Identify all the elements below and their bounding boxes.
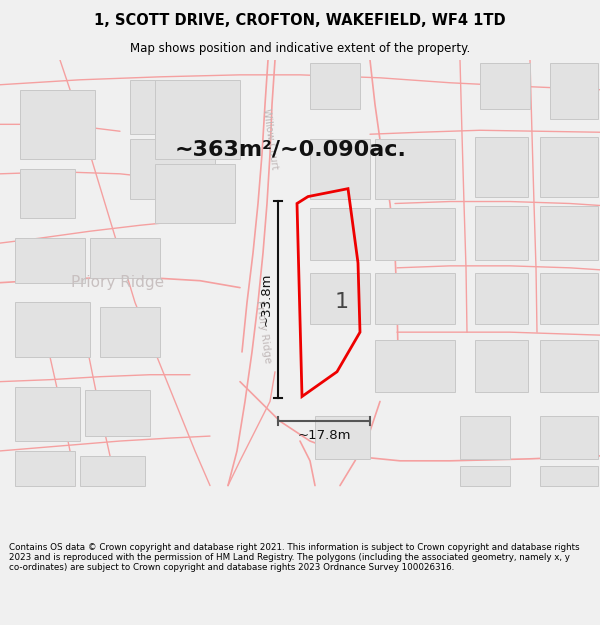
Polygon shape xyxy=(540,466,598,486)
Text: Willow Court: Willow Court xyxy=(261,108,279,170)
Polygon shape xyxy=(80,456,145,486)
Polygon shape xyxy=(85,389,150,436)
Polygon shape xyxy=(20,169,75,218)
Polygon shape xyxy=(375,340,455,391)
Text: Priory Ridge: Priory Ridge xyxy=(254,300,272,364)
Polygon shape xyxy=(480,63,530,109)
Polygon shape xyxy=(310,139,370,199)
Text: ~33.8m: ~33.8m xyxy=(260,272,272,326)
Polygon shape xyxy=(155,164,235,223)
Polygon shape xyxy=(15,302,90,357)
Polygon shape xyxy=(475,138,528,197)
Polygon shape xyxy=(540,340,598,391)
Text: 1: 1 xyxy=(335,292,349,312)
Polygon shape xyxy=(540,416,598,459)
Polygon shape xyxy=(130,80,215,134)
Polygon shape xyxy=(540,206,598,260)
Polygon shape xyxy=(20,90,95,159)
Polygon shape xyxy=(100,308,160,357)
Text: Map shows position and indicative extent of the property.: Map shows position and indicative extent… xyxy=(130,42,470,55)
Polygon shape xyxy=(475,272,528,324)
Polygon shape xyxy=(540,272,598,324)
Text: ~363m²/~0.090ac.: ~363m²/~0.090ac. xyxy=(175,139,407,159)
Polygon shape xyxy=(310,209,370,260)
Polygon shape xyxy=(15,451,75,486)
Polygon shape xyxy=(315,416,370,459)
Polygon shape xyxy=(15,387,80,441)
Polygon shape xyxy=(375,272,455,324)
Polygon shape xyxy=(90,238,160,278)
Polygon shape xyxy=(310,272,370,324)
Polygon shape xyxy=(375,139,455,199)
Polygon shape xyxy=(375,209,455,260)
Polygon shape xyxy=(310,63,360,109)
Polygon shape xyxy=(475,340,528,391)
Polygon shape xyxy=(475,206,528,260)
Polygon shape xyxy=(540,138,598,197)
Polygon shape xyxy=(130,139,215,199)
Polygon shape xyxy=(155,80,240,159)
Polygon shape xyxy=(460,466,510,486)
Polygon shape xyxy=(15,238,85,282)
Polygon shape xyxy=(460,416,510,459)
Polygon shape xyxy=(550,63,598,119)
Text: Contains OS data © Crown copyright and database right 2021. This information is : Contains OS data © Crown copyright and d… xyxy=(9,542,580,572)
Text: 1, SCOTT DRIVE, CROFTON, WAKEFIELD, WF4 1TD: 1, SCOTT DRIVE, CROFTON, WAKEFIELD, WF4 … xyxy=(94,13,506,28)
Text: ~17.8m: ~17.8m xyxy=(297,429,351,442)
Text: Priory Ridge: Priory Ridge xyxy=(71,275,164,290)
